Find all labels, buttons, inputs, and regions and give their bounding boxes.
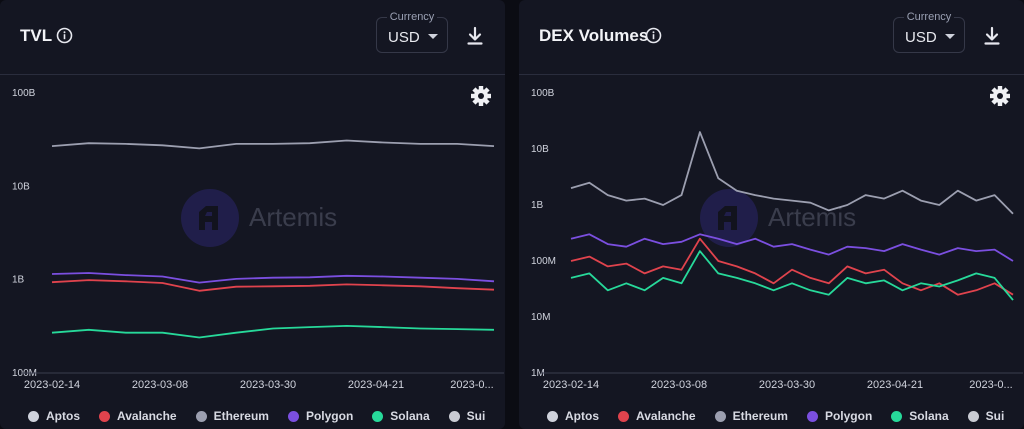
legend-dot <box>99 410 110 422</box>
legend-label: Avalanche <box>117 409 177 423</box>
y-tick-label: 10B <box>12 181 30 192</box>
legend-label: Ethereum <box>213 409 269 423</box>
x-tick-label: 2023-03-08 <box>132 379 188 391</box>
legend-item-polygon[interactable]: Polygon <box>806 409 873 423</box>
legend-label: Sui <box>985 409 1005 423</box>
y-tick-label: 100B <box>12 88 36 99</box>
x-tick-label: 2023-04-21 <box>867 379 923 391</box>
legend-item-avalanche[interactable]: Avalanche <box>99 409 177 423</box>
legend-dot <box>618 410 629 422</box>
info-icon[interactable] <box>645 27 662 44</box>
x-tick-label: 2023-0... <box>450 379 493 391</box>
legend-label: Aptos <box>46 409 80 423</box>
x-tick-label: 2023-03-08 <box>651 379 707 391</box>
series-line-polygon <box>570 233 1014 262</box>
legend-item-solana[interactable]: Solana <box>372 409 430 423</box>
series-line-ethereum <box>51 139 495 150</box>
legend-dot <box>372 410 384 422</box>
y-tick-label: 10B <box>531 144 549 155</box>
panel-title: DEX Volumes <box>539 26 649 45</box>
legend-dot <box>891 410 903 422</box>
tvl-header: TVL Currency USD <box>0 0 505 75</box>
dex-volumes-chart: Artemis 1M 10M 100M 1B 10B 100B 2023-02-14 2023-… <box>531 86 1023 391</box>
legend-item-aptos[interactable]: Aptos <box>28 409 80 423</box>
download-icon[interactable] <box>461 22 489 50</box>
legend-item-polygon[interactable]: Polygon <box>287 409 354 423</box>
legend-label: Avalanche <box>636 409 696 423</box>
legend-dot <box>806 410 818 422</box>
chevron-down-icon <box>428 34 438 39</box>
watermark-text: Artemis <box>249 202 337 232</box>
artemis-watermark: Artemis <box>700 189 856 247</box>
legend-label: Solana <box>909 409 949 423</box>
legend: Aptos Avalanche Ethereum Polygon Solana Sui <box>28 408 504 424</box>
legend-dot <box>967 410 979 422</box>
y-tick-label: 1B <box>12 275 25 286</box>
y-tick-label: 100B <box>531 88 555 99</box>
x-tick-label: 2023-04-21 <box>348 379 404 391</box>
info-icon[interactable] <box>56 27 73 44</box>
chevron-down-icon <box>945 34 955 39</box>
legend-label: Ethereum <box>732 409 788 423</box>
y-tick-label: 100M <box>531 256 556 267</box>
legend-item-sui[interactable]: Sui <box>967 409 1005 423</box>
artemis-watermark: Artemis <box>181 189 337 247</box>
legend-dot <box>287 410 299 422</box>
dex-header: DEX Volumes Currency USD <box>519 0 1024 75</box>
currency-select[interactable]: Currency USD <box>893 11 965 53</box>
legend-item-ethereum[interactable]: Ethereum <box>195 409 269 423</box>
currency-value: USD <box>905 29 937 46</box>
x-tick-label: 2023-03-30 <box>759 379 815 391</box>
series-line-solana <box>51 324 495 339</box>
legend-dot <box>547 410 558 422</box>
download-icon[interactable] <box>978 22 1006 50</box>
x-tick-label: 2023-0... <box>969 379 1012 391</box>
legend-label: Solana <box>390 409 430 423</box>
legend-dot <box>28 410 39 422</box>
legend-label: Polygon <box>824 409 873 423</box>
x-tick-label: 2023-03-30 <box>240 379 296 391</box>
legend-item-aptos[interactable]: Aptos <box>547 409 599 423</box>
legend-dot <box>714 410 726 422</box>
legend-item-solana[interactable]: Solana <box>891 409 949 423</box>
series-line-ethereum <box>570 131 1014 215</box>
legend-dot <box>195 410 207 422</box>
legend-dot <box>448 410 460 422</box>
legend-label: Sui <box>466 409 486 423</box>
x-tick-label: 2023-02-14 <box>24 379 80 391</box>
legend-item-avalanche[interactable]: Avalanche <box>618 409 696 423</box>
legend-item-ethereum[interactable]: Ethereum <box>714 409 788 423</box>
settings-gear-icon[interactable] <box>990 86 1010 106</box>
legend: Aptos Avalanche Ethereum Polygon Solana Sui <box>547 408 1023 424</box>
dex-volumes-panel: DEX Volumes Currency USD Artemis 1M 10M 100… <box>519 0 1024 429</box>
currency-value: USD <box>388 29 420 46</box>
currency-select[interactable]: Currency USD <box>376 11 448 53</box>
x-tick-label: 2023-02-14 <box>543 379 599 391</box>
legend-item-sui[interactable]: Sui <box>448 409 486 423</box>
legend-label: Polygon <box>305 409 354 423</box>
currency-label: Currency <box>903 11 955 23</box>
legend-label: Aptos <box>565 409 599 423</box>
y-tick-label: 1M <box>531 368 545 379</box>
y-tick-label: 1B <box>531 200 544 211</box>
series-line-avalanche <box>51 279 495 292</box>
panel-title: TVL <box>20 26 53 45</box>
tvl-panel: TVL Currency USD Artemis 100M 1B 10B 100B 202… <box>0 0 505 429</box>
series-line-avalanche <box>570 237 1014 296</box>
y-tick-label: 10M <box>531 312 550 323</box>
settings-gear-icon[interactable] <box>471 86 491 106</box>
series-line-polygon <box>51 272 495 284</box>
currency-label: Currency <box>386 11 438 23</box>
series-line-solana <box>570 250 1014 301</box>
